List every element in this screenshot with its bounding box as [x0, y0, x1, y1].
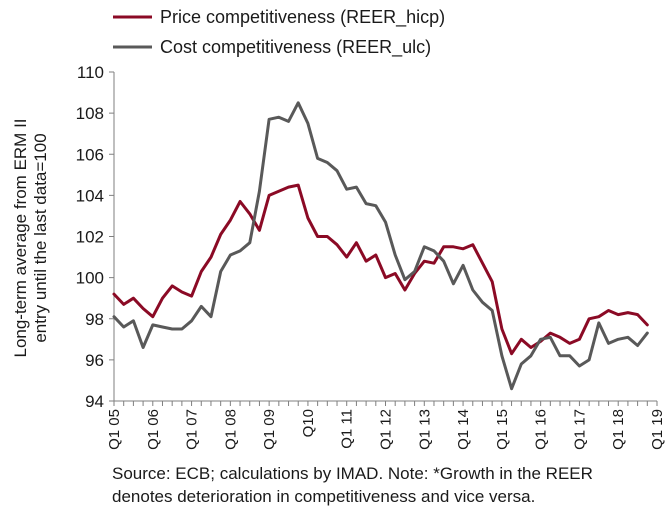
- y-axis-title-line-1: Long-term average from ERM II: [11, 118, 30, 357]
- x-tick-label: Q1 09: [261, 409, 278, 450]
- axes: [113, 72, 657, 402]
- y-tick-label: 104: [76, 186, 104, 205]
- y-tick-label: 100: [76, 269, 104, 288]
- x-tick-label: Q1 19: [649, 409, 666, 450]
- line-chart: Price competitiveness (REER_hicp) Cost c…: [11, 7, 666, 450]
- y-tick-label: 96: [85, 351, 104, 370]
- y-tick-label: 106: [76, 145, 104, 164]
- series-line-price: [112, 183, 649, 356]
- y-tick-label: 108: [76, 104, 104, 123]
- x-tick-label: Q1 06: [145, 409, 162, 450]
- y-tick-label: 102: [76, 228, 104, 247]
- y-tick-label: 110: [77, 63, 104, 82]
- x-tick-label: Q1 12: [378, 409, 395, 450]
- y-axis-title-line-2: entry until the last data=100: [31, 133, 50, 342]
- x-tick-label: Q1 05: [106, 409, 123, 450]
- x-axis-ticks: Q1 05 Q1 06 Q1 07 Q1 08 Q1 09 Q10 Q1 11 Q1 12 Q1…: [106, 401, 666, 450]
- series-line-cost: [112, 101, 649, 391]
- y-axis-ticks: 94 96 98 100 102 104 106 108 110: [76, 63, 114, 411]
- source-line-2: denotes deterioration in competitiveness…: [112, 487, 536, 506]
- x-tick-label: Q1 08: [222, 409, 239, 450]
- y-tick-label: 98: [85, 310, 104, 329]
- legend-label-price: Price competitiveness (REER_hicp): [160, 7, 445, 28]
- x-tick-label: Q1 16: [533, 409, 550, 450]
- y-axis-title: Long-term average from ERM II entry unti…: [11, 118, 50, 357]
- legend: Price competitiveness (REER_hicp) Cost c…: [113, 7, 445, 58]
- x-tick-label: Q10: [300, 409, 317, 437]
- series-lines: [112, 101, 649, 391]
- source-line-1: Source: ECB; calculations by IMAD. Note:…: [112, 464, 593, 483]
- source-note: Source: ECB; calculations by IMAD. Note:…: [112, 462, 664, 508]
- x-tick-label: Q1 17: [571, 409, 588, 450]
- legend-label-cost: Cost competitiveness (REER_ulc): [160, 37, 431, 58]
- x-tick-label: Q1 11: [339, 409, 356, 449]
- x-tick-label: Q1 13: [416, 409, 433, 450]
- x-tick-label: Q1 14: [455, 409, 472, 450]
- x-tick-label: Q1 15: [494, 409, 511, 450]
- x-tick-label: Q1 07: [184, 409, 201, 450]
- y-tick-label: 94: [85, 392, 104, 411]
- x-tick-label: Q1 18: [610, 409, 627, 450]
